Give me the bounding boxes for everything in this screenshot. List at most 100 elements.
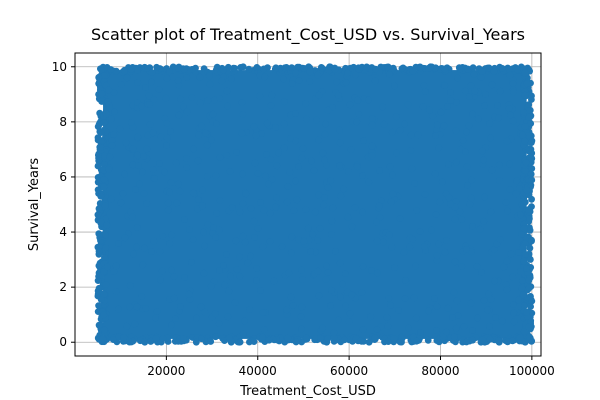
scatter-point [358, 289, 366, 296]
scatter-point [304, 224, 312, 232]
scatter-point [417, 329, 424, 336]
scatter-point [97, 296, 105, 303]
scatter-point [509, 88, 517, 96]
scatter-point [384, 63, 392, 71]
scatter-point [194, 157, 202, 165]
scatter-point [327, 177, 335, 185]
scatter-point [100, 183, 108, 191]
scatter-point [335, 316, 342, 324]
scatter-point [520, 109, 528, 116]
scatter-point [348, 291, 356, 299]
scatter-point [253, 265, 261, 272]
scatter-point [316, 225, 324, 232]
scatter-point [319, 324, 327, 332]
scatter-point [290, 207, 298, 215]
scatter-point [183, 108, 191, 116]
scatter-point [515, 249, 522, 256]
scatter-point [259, 333, 266, 341]
scatter-point [412, 314, 420, 322]
scatter-point [280, 120, 288, 128]
scatter-point [253, 64, 261, 71]
scatter-point [221, 281, 229, 289]
scatter-point [128, 213, 136, 221]
scatter-point [396, 215, 404, 222]
scatter-point [527, 158, 535, 166]
scatter-point [520, 225, 528, 232]
scatter-point [257, 287, 264, 294]
scatter-point [492, 314, 499, 321]
scatter-point [519, 291, 527, 299]
scatter-point [208, 136, 215, 144]
scatter-point [266, 209, 274, 217]
scatter-point [105, 86, 113, 94]
scatter-point [324, 184, 332, 191]
scatter-point [195, 131, 203, 139]
scatter-point [100, 290, 108, 298]
scatter-point [527, 139, 535, 146]
scatter-point [106, 153, 114, 161]
scatter-point [522, 251, 529, 258]
scatter-point [185, 66, 193, 74]
scatter-point [421, 191, 429, 198]
scatter-point [344, 213, 352, 221]
scatter-point [162, 94, 170, 102]
scatter-point [502, 199, 510, 206]
scatter-point [463, 338, 470, 346]
scatter-point [337, 293, 344, 301]
scatter-point [112, 262, 120, 270]
scatter-point [495, 337, 503, 344]
scatter-point [313, 116, 321, 124]
scatter-point [273, 194, 280, 202]
scatter-point [123, 322, 131, 330]
scatter-point [315, 91, 323, 99]
scatter-point [441, 248, 449, 256]
scatter-point [190, 145, 198, 153]
scatter-point [260, 326, 268, 333]
scatter-point [520, 257, 528, 265]
scatter-point [134, 79, 142, 86]
scatter-point [367, 313, 375, 321]
scatter-point [152, 335, 160, 343]
scatter-point [474, 314, 481, 322]
scatter-point [232, 237, 240, 245]
scatter-point [247, 252, 254, 260]
scatter-point [211, 310, 219, 318]
scatter-point [241, 317, 249, 325]
scatter-point [526, 215, 533, 223]
scatter-point [459, 137, 467, 144]
scatter-point [328, 217, 336, 225]
scatter-point [112, 288, 120, 295]
scatter-point [239, 111, 247, 118]
scatter-point [267, 102, 275, 109]
scatter-point [344, 69, 351, 77]
scatter-point [126, 282, 134, 290]
scatter-point [106, 104, 113, 112]
scatter-point [525, 113, 533, 121]
scatter-point [506, 186, 514, 194]
scatter-point [526, 224, 533, 232]
scatter-point [223, 152, 231, 159]
scatter-point [143, 200, 151, 208]
scatter-point [97, 218, 105, 226]
scatter-point [342, 270, 349, 277]
scatter-point [346, 310, 354, 318]
scatter-point [368, 121, 376, 129]
scatter-point [352, 71, 360, 79]
scatter-point [478, 147, 486, 155]
scatter-point [174, 338, 182, 345]
scatter-point [134, 151, 142, 159]
scatter-point [224, 313, 232, 321]
scatter-point [250, 123, 258, 130]
scatter-points [94, 63, 536, 346]
scatter-point [216, 153, 224, 161]
scatter-point [245, 65, 253, 73]
scatter-point [298, 154, 306, 162]
scatter-point [509, 337, 516, 345]
scatter-point [337, 192, 345, 200]
scatter-point [100, 176, 108, 183]
scatter-point [518, 284, 526, 292]
scatter-point [205, 72, 213, 80]
scatter-point [527, 256, 534, 263]
scatter-point [412, 262, 420, 270]
scatter-point [336, 139, 344, 147]
